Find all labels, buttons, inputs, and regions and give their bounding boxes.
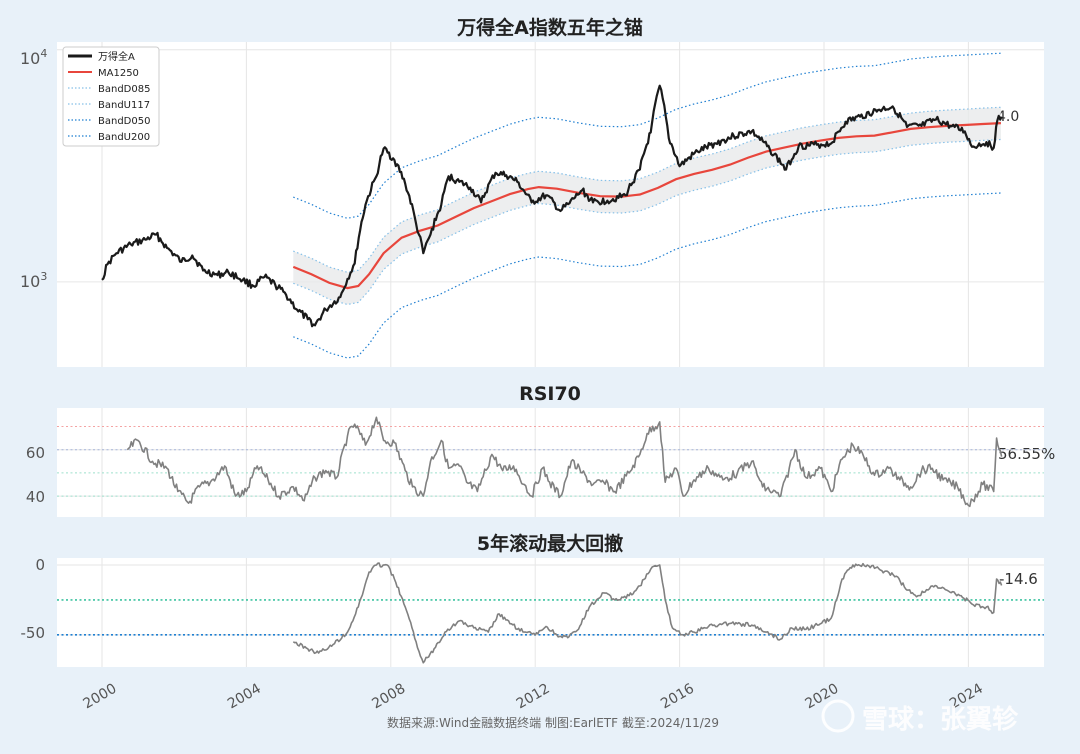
main-end-label: 4.0	[997, 109, 1019, 125]
x-tick-label: 2016	[658, 681, 697, 713]
drawdown-y-tick-label: -50	[21, 624, 46, 642]
legend-label: BandD085	[98, 84, 150, 95]
x-tick-label: 2004	[225, 681, 264, 713]
rsi-end-label: 56.55%	[998, 445, 1055, 463]
x-tick-label: 2008	[369, 681, 408, 713]
rsi-line	[126, 416, 1003, 508]
drawdown-line	[292, 562, 1003, 664]
x-tick-label: 2020	[803, 681, 842, 713]
band-layer	[293, 107, 1001, 305]
main-y-tick-label: 104	[20, 47, 47, 68]
drawdown-y-tick-label: 0	[35, 556, 45, 574]
x-tick-label: 2000	[81, 681, 120, 713]
drawdown-plot-area	[57, 558, 1044, 667]
main-chart-title: 万得全A指数五年之锚	[456, 16, 643, 39]
legend: 万得全A MA1250 BandD085 BandU117 BandD050 B…	[62, 46, 160, 147]
series-layer	[101, 52, 1003, 664]
watermark: 雪球：张翼轸	[821, 699, 1019, 735]
watermark-text: 雪球：张翼轸	[862, 705, 1019, 735]
band-line-BandU200	[293, 52, 1001, 219]
legend-label: 万得全A	[98, 50, 135, 63]
rsi-y-tick-label: 40	[26, 488, 45, 506]
ma1250-line	[292, 122, 1001, 290]
legend-label: MA1250	[98, 68, 139, 79]
band-line-BandD050	[293, 192, 1001, 359]
band-shading	[293, 107, 1001, 305]
footer-source: 数据来源:Wind金融数据终端 制图:EarlETF 截至:2024/11/29	[387, 715, 719, 730]
x-tick-label: 2012	[514, 681, 553, 713]
price-line	[101, 84, 1003, 328]
legend-label: BandD050	[98, 116, 150, 127]
watermark-logo-icon	[821, 699, 855, 733]
legend-label: BandU200	[98, 132, 150, 143]
legend-label: BandU117	[98, 100, 150, 111]
rsi-y-tick-label: 60	[26, 444, 45, 462]
band-line-BandU117	[293, 106, 1001, 273]
band-line-BandD085	[293, 138, 1001, 306]
rsi-chart-title: RSI70	[519, 383, 581, 405]
rsi-plot-area	[57, 408, 1044, 517]
drawdown-chart-title: 5年滚动最大回撤	[477, 532, 623, 555]
drawdown-end-label: -14.6	[999, 570, 1038, 588]
grid-layer	[57, 42, 1044, 667]
main-y-tick-label: 103	[20, 270, 47, 291]
